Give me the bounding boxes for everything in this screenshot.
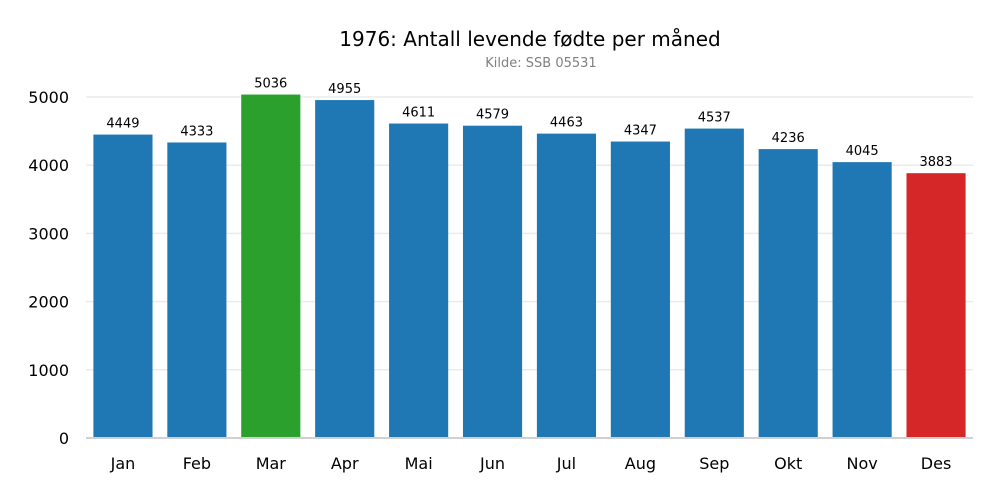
bar-jul (536, 133, 597, 438)
y-tick-label: 2000 (28, 293, 69, 312)
data-label: 4347 (624, 124, 657, 139)
bar-apr (315, 100, 375, 438)
bar-nov (832, 162, 892, 439)
data-label: 4449 (106, 117, 139, 132)
y-tick-label: 0 (59, 429, 69, 448)
bar-okt (758, 149, 818, 438)
bar-jun (462, 125, 523, 439)
data-label: 4611 (402, 106, 435, 121)
data-label: 4045 (846, 144, 879, 159)
x-tick-label: Des (921, 454, 952, 473)
data-label: 5036 (254, 77, 287, 92)
bar-aug (610, 141, 670, 438)
x-tick-label: Sep (699, 454, 729, 473)
data-label: 4333 (180, 124, 213, 139)
y-tick-label: 5000 (28, 88, 69, 107)
x-tick-label: Nov (847, 454, 878, 473)
bar-mar (241, 94, 301, 438)
x-tick-label: Jan (110, 454, 136, 473)
data-label: 4955 (328, 82, 361, 97)
x-tick-label: Aug (625, 454, 656, 473)
bar-jan (93, 134, 153, 439)
data-label: 4537 (698, 111, 731, 126)
data-label: 4463 (550, 116, 583, 131)
bar-mai (389, 123, 449, 439)
data-label: 4236 (772, 131, 805, 146)
y-tick-label: 1000 (28, 361, 69, 380)
y-tick-label: 4000 (28, 156, 69, 175)
data-label: 3883 (919, 155, 952, 170)
chart-title: 1976: Antall levende fødte per måned (339, 27, 720, 51)
x-tick-label: Jul (556, 454, 576, 473)
bar-des (906, 173, 966, 439)
y-tick-label: 3000 (28, 224, 69, 243)
x-tick-label: Mai (405, 454, 433, 473)
x-tick-label: Apr (331, 454, 359, 473)
chart-subtitle: Kilde: SSB 05531 (485, 56, 596, 71)
bar-sep (684, 128, 744, 438)
x-tick-label: Okt (774, 454, 802, 473)
x-tick-label: Jun (479, 454, 505, 473)
x-tick-label: Feb (183, 454, 211, 473)
data-label: 4579 (476, 108, 509, 123)
bar-feb (167, 142, 227, 439)
x-tick-label: Mar (256, 454, 287, 473)
